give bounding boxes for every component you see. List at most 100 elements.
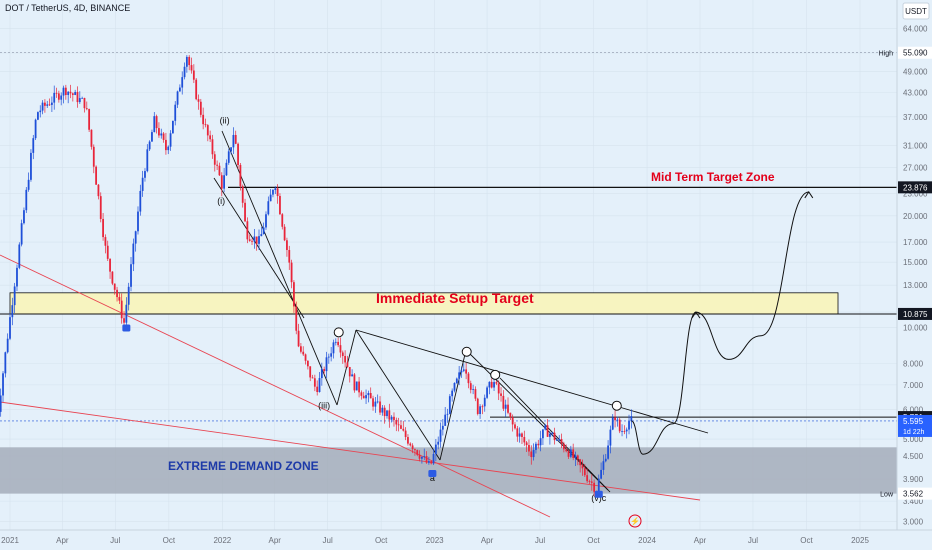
candle-body xyxy=(630,416,633,422)
candle-body xyxy=(69,91,72,94)
price-tick-label: 7.000 xyxy=(903,381,924,390)
candle-body xyxy=(609,429,612,446)
candle-body xyxy=(325,357,328,372)
time-axis-ticks: 2021 Apr Jul Oct 2022 Apr Jul Oct 2023 Apr Jul Oct 2… xyxy=(1,536,869,545)
marker-icon xyxy=(611,400,622,411)
candle-body xyxy=(518,433,521,437)
candle-body xyxy=(92,146,95,167)
candle-body xyxy=(323,368,326,372)
candle-body xyxy=(237,143,239,165)
candle-body xyxy=(127,286,130,305)
candle-body xyxy=(337,341,340,346)
candle-body xyxy=(469,383,472,390)
price-tick-label: 10.000 xyxy=(903,323,928,332)
extreme-demand-zone xyxy=(0,447,897,494)
candle-body xyxy=(509,412,512,418)
candle-body xyxy=(204,124,207,126)
alert-icon-glyph: ⚡ xyxy=(630,516,640,526)
mid-term-target-label: Mid Term Target Zone xyxy=(651,170,775,184)
candle-body xyxy=(27,179,30,190)
candle-body xyxy=(262,227,265,235)
candle-body xyxy=(390,416,393,420)
candle-body xyxy=(195,79,198,100)
candle-body xyxy=(169,133,172,147)
candle-body xyxy=(460,370,463,373)
candle-body xyxy=(62,87,65,96)
candle-body xyxy=(141,177,144,191)
candle-body xyxy=(376,401,379,403)
candle-body xyxy=(104,237,107,246)
candle-body xyxy=(44,102,46,106)
candle-body xyxy=(181,77,184,88)
candle-body xyxy=(311,377,314,379)
candle-body xyxy=(2,373,4,396)
candle-body xyxy=(616,419,619,421)
wave-channel-upper xyxy=(355,329,709,434)
candle-body xyxy=(283,226,286,241)
candle-body xyxy=(597,478,600,493)
candle-body xyxy=(306,360,309,367)
candle-body xyxy=(444,414,447,426)
candle-body xyxy=(542,429,544,439)
candle-body xyxy=(418,454,421,459)
candle-body xyxy=(309,366,312,378)
price-tick-label: 8.000 xyxy=(903,359,924,368)
candle-body xyxy=(462,369,465,371)
candle-body xyxy=(197,99,200,102)
candle-body xyxy=(71,93,74,95)
candle-body xyxy=(137,211,139,232)
candle-body xyxy=(430,461,433,464)
candle-body xyxy=(372,398,374,407)
price-tick-label: 17.000 xyxy=(903,238,928,247)
candle-body xyxy=(339,345,342,353)
price-tick-label: 3.000 xyxy=(903,517,924,526)
candle-body xyxy=(248,239,251,241)
time-tick-label: 2021 xyxy=(1,536,19,545)
candle-body xyxy=(320,368,323,379)
candle-body xyxy=(88,109,91,130)
candle-body xyxy=(525,442,528,446)
candle-body xyxy=(218,165,221,176)
candle-body xyxy=(144,171,146,178)
currency-button[interactable] xyxy=(902,2,930,20)
candle-body xyxy=(230,147,232,152)
thumbs-up-icon xyxy=(428,469,437,477)
candle-body xyxy=(178,87,181,92)
time-tick-label: 2024 xyxy=(638,536,656,545)
currency-label: USDT xyxy=(905,7,927,16)
candle-body xyxy=(432,454,435,464)
candle-body xyxy=(507,404,509,413)
candle-body xyxy=(216,164,219,166)
candle-body xyxy=(623,431,626,433)
candle-body xyxy=(60,95,63,100)
candle-body xyxy=(560,439,563,444)
time-tick-label: 2025 xyxy=(851,536,869,545)
candle-body xyxy=(476,398,479,414)
candle-body xyxy=(379,401,381,413)
candle-body xyxy=(404,430,407,438)
candle-body xyxy=(148,141,151,150)
price-tick-label: 27.000 xyxy=(903,164,928,173)
symbol-title[interactable]: DOT / TetherUS, 4D, BINANCE xyxy=(5,3,130,13)
price-tick-label: 23.000 xyxy=(903,189,928,198)
candle-body xyxy=(23,210,25,224)
candle-body xyxy=(202,114,205,125)
candle-body xyxy=(99,196,102,219)
candle-body xyxy=(39,110,42,113)
price-tick-label: 5.000 xyxy=(903,435,924,444)
candle-body xyxy=(162,133,165,140)
projection-arrow-2 xyxy=(804,191,814,199)
price-axis-panel[interactable] xyxy=(897,0,932,530)
alert-icon[interactable] xyxy=(628,514,642,528)
candle-body xyxy=(546,425,549,437)
candle-body xyxy=(593,482,596,492)
candle-body xyxy=(537,443,540,446)
candle-body xyxy=(588,481,591,482)
candle-body xyxy=(409,443,412,446)
wave-label: (v)c xyxy=(591,493,606,503)
candle-body xyxy=(199,101,202,115)
wave-line-iv-a xyxy=(355,329,441,461)
candle-body xyxy=(367,393,370,396)
low-badge-text: 3.562 xyxy=(903,490,924,499)
